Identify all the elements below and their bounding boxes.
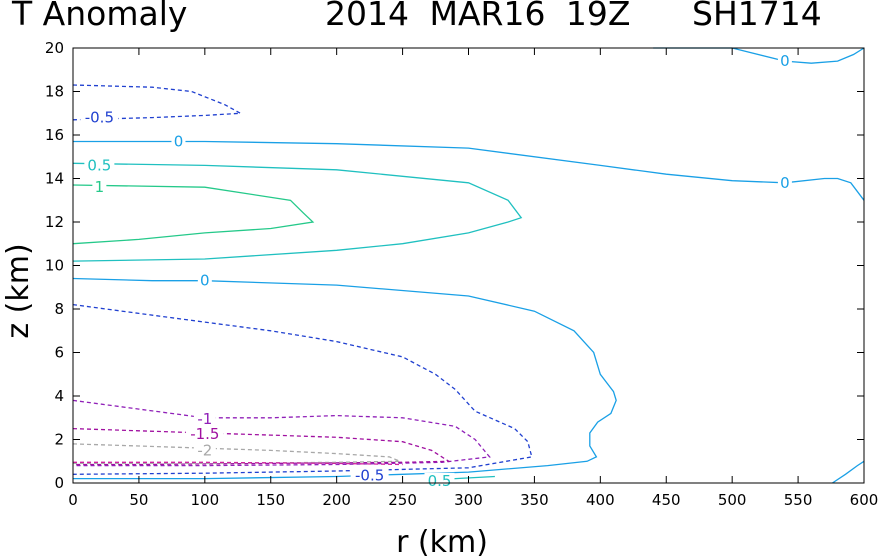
contour-label-9: -1.5 xyxy=(190,425,219,443)
contour-label-3: 0 xyxy=(200,272,210,290)
contour-line-8 xyxy=(72,303,533,475)
contour-line-3 xyxy=(832,460,865,484)
contours-layer xyxy=(72,47,865,484)
contour-label-4: 0.5 xyxy=(87,156,111,174)
contour-label-0: 0 xyxy=(780,52,790,70)
contour-line-4 xyxy=(72,162,523,262)
contour-label-11: 0.5 xyxy=(428,472,452,490)
contour-label-bg-6 xyxy=(80,109,119,126)
y-tick-label-2: 2 xyxy=(54,431,64,449)
x-tick-label-200: 200 xyxy=(322,491,351,509)
contour-line-9 xyxy=(72,399,491,467)
x-axis-title: r (km) xyxy=(396,525,488,559)
x-tick-label-150: 150 xyxy=(256,491,285,509)
contour-label-2: 0 xyxy=(780,174,790,192)
contour-line-6 xyxy=(72,184,315,245)
contour-line-2 xyxy=(72,277,617,480)
y-tick-label-10: 10 xyxy=(45,257,64,275)
contour-label-bg-8 xyxy=(193,410,216,427)
contour-line-12 xyxy=(73,461,403,466)
y-tick-label-12: 12 xyxy=(45,213,64,231)
contour-label-8: -1 xyxy=(197,410,212,428)
contour-label-bg-1 xyxy=(171,133,186,150)
contour-line-7 xyxy=(72,84,243,121)
contour-label-1: 0 xyxy=(174,133,184,151)
plot-frame xyxy=(72,47,865,484)
y-tick-label-20: 20 xyxy=(45,39,64,57)
y-tick-label-0: 0 xyxy=(54,474,64,492)
contour-label-5: 1 xyxy=(95,178,105,196)
x-tick-label-50: 50 xyxy=(129,491,148,509)
x-tick-label-350: 350 xyxy=(520,491,549,509)
chart-subtitle: 2014 MAR16 19Z SH1714 xyxy=(325,0,822,33)
x-tick-label-450: 450 xyxy=(652,491,681,509)
contour-label-bg-2 xyxy=(777,174,792,191)
y-tick-label-8: 8 xyxy=(54,300,64,318)
contour-label-bg-7 xyxy=(350,467,389,484)
contour-label-bg-0 xyxy=(777,53,792,70)
x-tick-label-500: 500 xyxy=(718,491,747,509)
contour-label-bg-4 xyxy=(84,157,115,174)
contour-line-1 xyxy=(73,140,865,201)
x-tick-label-600: 600 xyxy=(850,491,879,509)
y-tick-label-16: 16 xyxy=(45,126,64,144)
x-tick-label-300: 300 xyxy=(454,491,483,509)
contour-label-bg-3 xyxy=(197,272,212,289)
x-tick-label-0: 0 xyxy=(68,491,78,509)
chart-title: T Anomaly xyxy=(12,0,188,33)
contour-label-10: -2 xyxy=(197,441,212,459)
contour-label-7: -0.5 xyxy=(355,466,384,484)
ticks-layer: 0 50 100 150 200 250 300 350 400 450 500 550 6000246… xyxy=(45,39,878,509)
contour-label-bg-11 xyxy=(424,472,455,489)
contour-line-10 xyxy=(72,427,451,466)
y-axis-title: z (km) xyxy=(1,243,36,338)
contour-line-0 xyxy=(653,47,865,64)
y-tick-label-4: 4 xyxy=(54,387,64,405)
contour-label-bg-5 xyxy=(92,179,107,196)
x-tick-label-550: 550 xyxy=(784,491,813,509)
contour-line-11 xyxy=(72,443,401,465)
contour-labels-layer: 0 0 0 0 0.5 1 -0.5 -0.5 -1-1.5-2 0.5 xyxy=(80,52,792,490)
contour-label-bg-10 xyxy=(193,442,216,459)
contour-label-6: -0.5 xyxy=(85,109,114,127)
x-tick-label-100: 100 xyxy=(191,491,220,509)
x-tick-label-250: 250 xyxy=(388,491,417,509)
y-tick-label-18: 18 xyxy=(45,83,64,101)
y-tick-label-6: 6 xyxy=(54,344,64,362)
x-tick-label-400: 400 xyxy=(586,491,615,509)
contour-label-bg-9 xyxy=(185,426,224,443)
y-tick-label-14: 14 xyxy=(45,170,64,188)
